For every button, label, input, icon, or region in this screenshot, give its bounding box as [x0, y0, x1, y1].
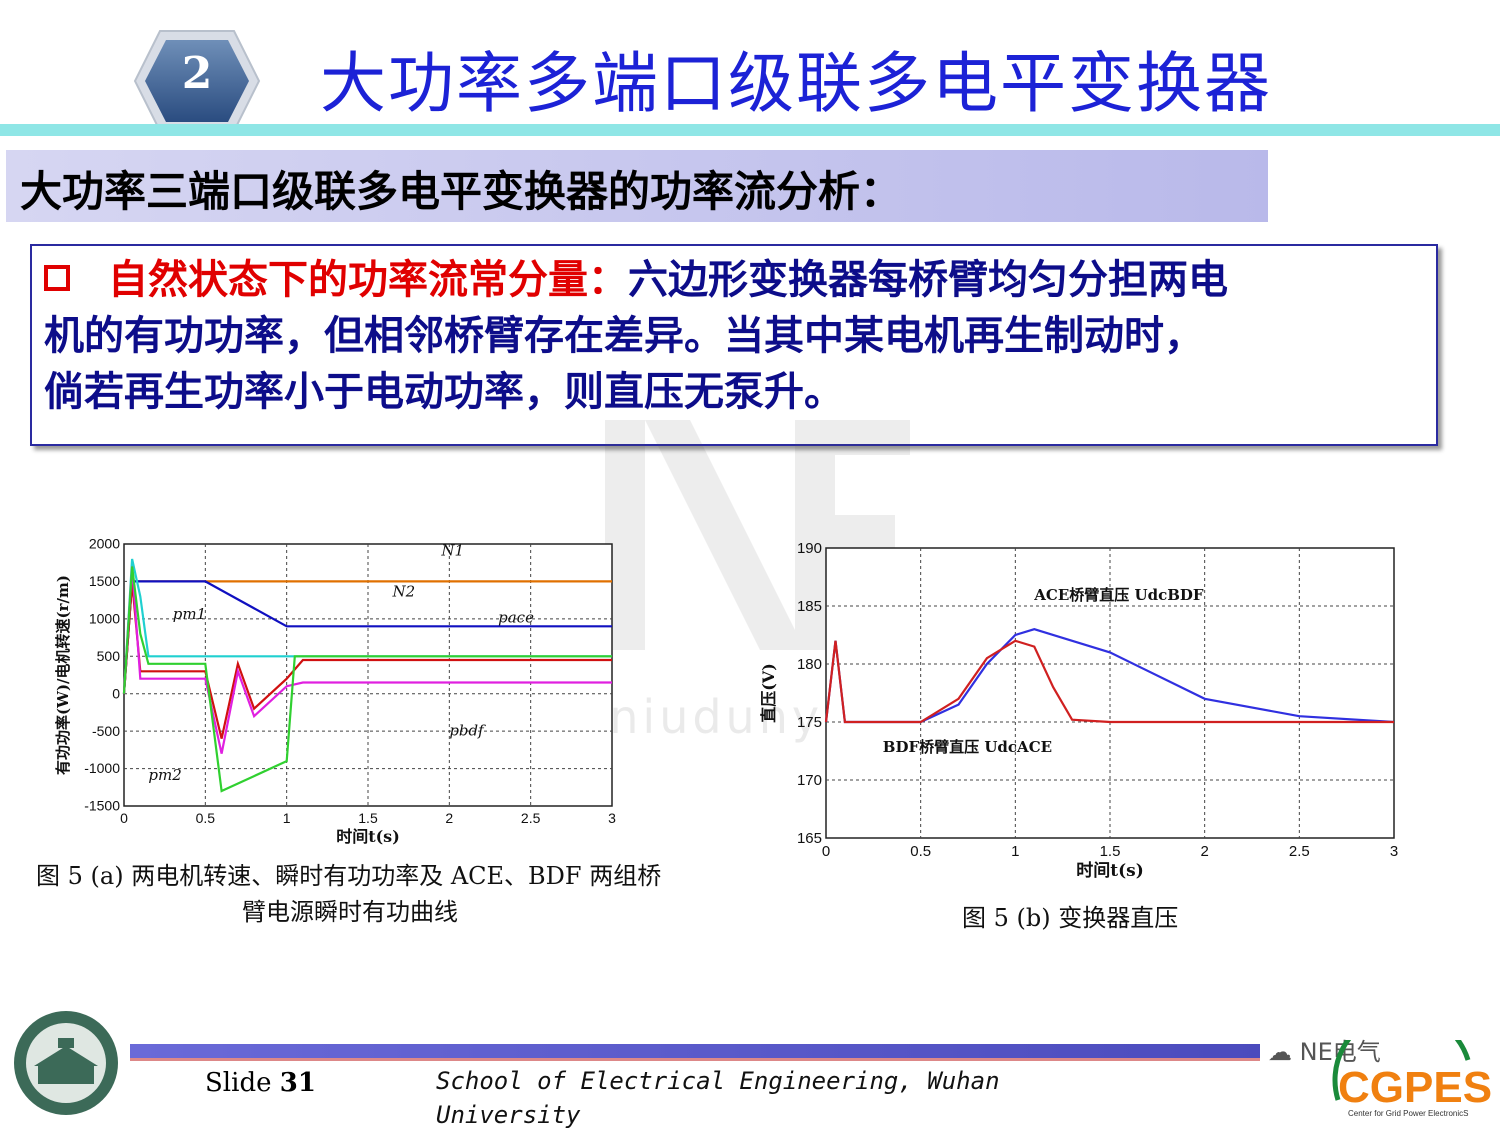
- x-tick-label: 1: [1011, 843, 1019, 860]
- y-tick-label: -1500: [84, 798, 120, 814]
- y-tick-label: -500: [92, 723, 120, 739]
- y-tick-label: 170: [797, 772, 822, 789]
- x-tick-label: 1.5: [1100, 843, 1121, 860]
- series-line-pm1: [122, 558, 612, 694]
- school-name: School of Electrical Engineering, Wuhan …: [436, 1067, 1000, 1129]
- section-heading: 大功率三端口级联多电平变换器的功率流分析：: [20, 167, 903, 216]
- x-tick-label: 2: [445, 810, 453, 826]
- chart-annotation: BDF桥臂直压 UdcACE: [883, 738, 1052, 756]
- chart-annotation: pace: [498, 609, 534, 627]
- chart-annotation: N1: [440, 541, 464, 559]
- x-tick-label: 0: [120, 810, 128, 826]
- y-tick-label: -1000: [84, 760, 120, 776]
- slide-badge-number: 2: [181, 48, 213, 99]
- y-tick-label: 1000: [89, 611, 120, 627]
- note-box: [30, 244, 1438, 446]
- series-line-UdcACE: [824, 639, 1394, 724]
- chart-b: 0 0.5 1 1.5 2 2.5 3 190 185 180 175 170 165 时间t(s) 直压(…: [760, 540, 1398, 881]
- series-line-pbdf: [122, 566, 612, 754]
- y-tick-label: 1500: [89, 573, 120, 589]
- y-tick-label: 180: [797, 656, 822, 673]
- figure-a-caption-line1: 图 5 (a) 两电机转速、瞬时有功功率及 ACE、BDF 两组桥: [36, 862, 662, 890]
- y-axis-label: 有功功率(W)/电机转速(r/m): [54, 575, 72, 775]
- y-tick-label: 190: [797, 540, 822, 557]
- note-text: 自然状态下的功率流常分量：六边形变换器每桥臂均匀分担两电 机的有功功率，但相邻桥…: [44, 252, 1424, 420]
- y-tick-label: 500: [97, 648, 121, 664]
- x-tick-label: 3: [608, 810, 616, 826]
- x-tick-label: 0: [822, 843, 830, 860]
- chart-annotation: pbdf: [449, 722, 486, 740]
- page-title: 大功率多端口级联多电平变换器: [320, 45, 1272, 122]
- cgpes-logo-subtitle: Center for Grid Power ElectronicS: [1348, 1109, 1469, 1118]
- x-axis-label: 时间t(s): [336, 827, 400, 846]
- series-line-pm2: [122, 566, 612, 793]
- university-seal-logo: [14, 1011, 118, 1115]
- y-tick-label: 175: [797, 714, 822, 731]
- x-tick-label: 2.5: [1289, 843, 1310, 860]
- slide-label-text: Slide: [205, 1068, 272, 1098]
- note-body-line2: 机的有功功率，但相邻桥臂存在差异。当其中某电机再生制动时，: [44, 313, 1204, 359]
- note-lead: 自然状态下的功率流常分量：: [108, 257, 628, 303]
- x-axis-label: 时间t(s): [1076, 860, 1144, 881]
- x-tick-label: 2: [1200, 843, 1208, 860]
- footer-bar-accent: [130, 1058, 1260, 1061]
- x-tick-label: 0.5: [910, 843, 931, 860]
- chart-annotation: N2: [392, 582, 416, 600]
- chart-a: 0 0.5 1 1.5 2 2.5 3 2000 1500 1000 500 0 -500 -1000 -1…: [54, 536, 616, 846]
- x-tick-label: 1.5: [358, 810, 378, 826]
- figure-a-caption-line2: 臂电源瞬时有功曲线: [242, 898, 458, 926]
- x-tick-label: 1: [283, 810, 291, 826]
- slide-number-value: 31: [279, 1068, 316, 1098]
- note-body-line1: 六边形变换器每桥臂均匀分担两电: [628, 257, 1228, 303]
- note-body-line3: 倘若再生功率小于电动功率，则直压无泵升。: [44, 369, 844, 415]
- y-tick-label: 165: [797, 830, 822, 847]
- wechat-icon: ☁: [1268, 1038, 1292, 1066]
- section-band: [6, 150, 1268, 222]
- footer-bar: [130, 1044, 1260, 1058]
- y-tick-label: 2000: [89, 536, 120, 552]
- cgpes-logo-text: CGPES: [1338, 1063, 1492, 1112]
- y-tick-label: 185: [797, 598, 822, 615]
- chart-annotation: pm2: [148, 766, 181, 784]
- x-tick-label: 3: [1390, 843, 1398, 860]
- x-tick-label: 0.5: [196, 810, 216, 826]
- slide-number-label: Slide 31: [205, 1068, 316, 1098]
- checkbox-bullet-icon: [44, 265, 70, 291]
- slide-number-badge: [133, 30, 261, 132]
- x-tick-label: 2.5: [521, 810, 541, 826]
- y-tick-label: 0: [112, 685, 120, 701]
- y-axis-label: 直压(V): [760, 663, 778, 723]
- figure-b-caption: 图 5 (b) 变换器直压: [962, 904, 1179, 932]
- chart-annotation: ACE桥臂直压 UdcBDF: [1033, 586, 1204, 604]
- cgpes-logo: CGPES Center for Grid Power ElectronicS: [1332, 1040, 1492, 1118]
- title-divider: [0, 124, 1500, 136]
- chart-annotation: pm1: [173, 605, 206, 623]
